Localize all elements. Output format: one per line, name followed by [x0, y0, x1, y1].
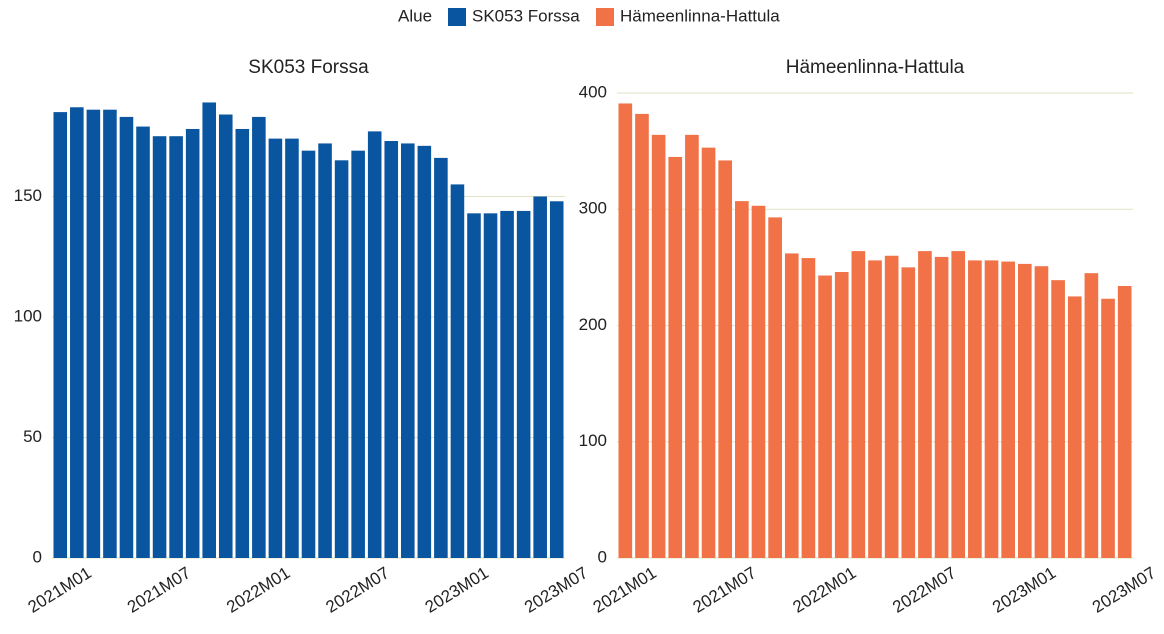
bar [384, 141, 399, 558]
bar [635, 113, 649, 559]
bar [417, 145, 432, 558]
bar [1001, 261, 1015, 558]
bar [268, 138, 283, 558]
bar [1101, 298, 1115, 558]
legend-label: SK053 Forssa [472, 6, 580, 25]
bar [136, 126, 150, 559]
bar [1084, 273, 1099, 558]
bar [1051, 280, 1065, 558]
legend-label: Hämeenlinna-Hattula [620, 6, 780, 25]
bar [718, 160, 733, 559]
bar [851, 251, 866, 558]
y-tick-label: 100 [14, 306, 42, 325]
bar [668, 156, 683, 558]
y-tick-label: 300 [579, 199, 607, 218]
bar [252, 116, 266, 558]
y-tick-label: 50 [23, 427, 42, 446]
y-tick-label: 150 [14, 186, 42, 205]
legend-swatch [448, 8, 466, 26]
bar [549, 201, 564, 559]
y-tick-label: 400 [579, 82, 607, 101]
x-tick-label: 2021M07 [124, 563, 194, 617]
bar [951, 251, 966, 558]
bar [868, 260, 882, 558]
bar [86, 109, 101, 558]
bar [768, 217, 782, 558]
bar [185, 128, 200, 558]
bar [202, 102, 216, 558]
bar [1017, 263, 1032, 558]
bar [218, 114, 233, 558]
bar [169, 136, 183, 558]
x-tick-label: 2023M01 [422, 563, 492, 617]
y-tick-label: 0 [598, 547, 607, 566]
bar [751, 205, 766, 558]
bar [285, 138, 299, 558]
bar [701, 147, 716, 558]
y-tick-label: 200 [579, 315, 607, 334]
bar [1034, 266, 1049, 558]
legend-swatch [596, 8, 614, 26]
bar [884, 255, 899, 558]
bar [70, 107, 84, 559]
x-tick-label: 2022M01 [223, 563, 293, 617]
bar [152, 136, 167, 558]
bar [1067, 296, 1082, 558]
bar [834, 272, 849, 558]
bar [801, 258, 816, 558]
bar [467, 213, 481, 559]
x-tick-label: 2021M01 [25, 563, 95, 617]
bar [500, 210, 514, 558]
bar [533, 196, 547, 558]
y-tick-label: 100 [579, 431, 607, 450]
bar [53, 112, 68, 558]
bar [401, 143, 415, 558]
bar [235, 128, 250, 558]
bar [968, 260, 982, 558]
x-tick-label: 2023M07 [1089, 563, 1159, 617]
x-tick-label: 2021M01 [590, 563, 660, 617]
y-tick-label: 0 [33, 547, 42, 566]
x-tick-label: 2022M07 [322, 563, 392, 617]
bar [685, 134, 699, 558]
bar [918, 251, 932, 558]
x-tick-label: 2022M07 [889, 563, 959, 617]
x-tick-label: 2023M01 [989, 563, 1059, 617]
bar [784, 253, 799, 559]
bar [1117, 285, 1132, 558]
bar [450, 184, 465, 558]
bar [351, 150, 365, 558]
bar [367, 131, 382, 558]
bar [735, 201, 749, 559]
x-tick-label: 2023M07 [521, 563, 591, 617]
chart-title: SK053 Forssa [248, 57, 369, 78]
chart-title: Hämeenlinna-Hattula [786, 57, 965, 78]
x-tick-label: 2021M07 [690, 563, 760, 617]
legend-title: Alue [398, 6, 432, 25]
bar [934, 256, 949, 558]
bar [334, 160, 349, 559]
bar [901, 267, 916, 558]
x-tick-label: 2022M01 [789, 563, 859, 617]
bar [818, 275, 832, 558]
bar [318, 143, 332, 558]
bar [434, 157, 448, 558]
bar [516, 210, 531, 558]
bar [103, 109, 117, 558]
bar [618, 103, 633, 559]
bar [984, 260, 999, 558]
bar [483, 213, 498, 559]
bar [301, 150, 316, 558]
bar [119, 116, 134, 558]
bar [651, 134, 666, 558]
